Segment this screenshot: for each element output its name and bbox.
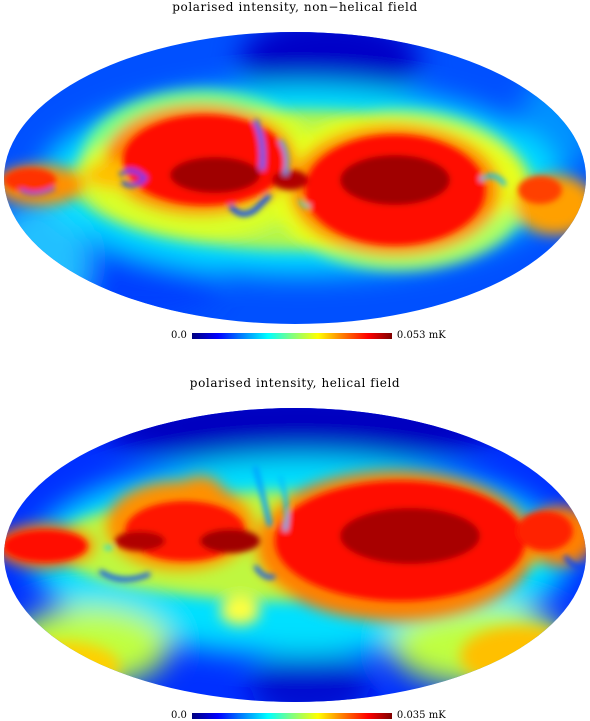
map-panel-non-helical: polarised intensity, non−helical field: [0, 0, 590, 360]
map-panel-helical: polarised intensity, helical field: [0, 360, 590, 721]
colorbar-gradient: [191, 332, 392, 339]
colorbar-gradient: [191, 712, 392, 719]
colorbar-max-label: 0.035 mK: [396, 710, 446, 721]
map-title: polarised intensity, non−helical field: [172, 0, 418, 14]
colorbar-max-label: 0.053 mK: [396, 330, 446, 341]
colorbar-min-label: 0.0: [171, 330, 187, 341]
colorbar: 0.0 0.053 mK: [171, 330, 446, 341]
colorbar: 0.0 0.035 mK: [171, 710, 446, 721]
colorbar-min-label: 0.0: [171, 710, 187, 721]
mollweide-map: [4, 32, 586, 324]
mollweide-map: [4, 408, 586, 702]
map-title: polarised intensity, helical field: [189, 376, 401, 390]
